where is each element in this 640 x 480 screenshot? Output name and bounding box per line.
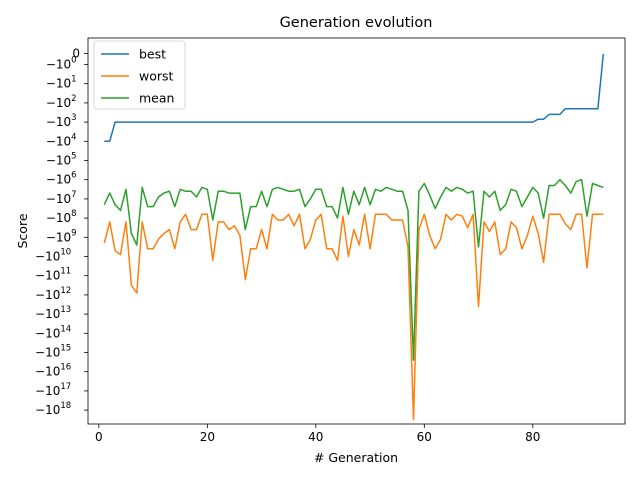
y-tick-label: −104 [46,132,77,148]
y-tick-label: −1016 [35,363,71,379]
series-line-mean [103,178,604,361]
y-tick-label: −100 [46,56,77,72]
y-tick-label: −1011 [35,267,71,283]
x-tick-label: 0 [95,430,103,444]
y-tick-label: −103 [46,113,77,129]
y-tick-label: −105 [46,152,77,168]
legend-label-worst: worst [139,69,174,84]
legend-label-mean: mean [139,91,174,106]
legend-box [93,40,186,110]
x-tick-label: 60 [417,430,432,444]
legend: best worst mean [93,40,186,110]
y-tick-label: 0 [72,47,80,61]
x-tick-label: 20 [200,430,215,444]
series-line-worst [103,213,604,421]
y-tick-label: −1012 [35,286,71,302]
y-tick-label: −108 [46,209,77,225]
y-tick-label: −107 [46,190,77,206]
x-axis-ticks: 0 20 40 60 80 [95,424,540,444]
y-tick-label: −101 [46,75,77,91]
x-tick-label: 40 [308,430,323,444]
y-tick-label: −1017 [35,382,71,398]
series-line-best [104,53,605,143]
y-tick-label: −106 [46,171,77,187]
x-tick-label: 80 [525,430,540,444]
y-tick-label: −1015 [35,344,71,360]
y-axis-label: Score [15,213,30,248]
series-lines [103,53,605,421]
legend-label-best: best [139,47,166,62]
y-tick-label: −1013 [35,305,71,321]
y-tick-label: −1018 [35,401,71,417]
chart-title: Generation evolution [280,15,433,31]
y-tick-label: −109 [46,228,77,244]
x-axis-label: # Generation [314,450,398,465]
y-tick-label: −1010 [35,248,71,264]
y-axis-ticks: 0−100 −101 −102 −103 −104 −105 −106 −107 −108 −10… [35,47,88,417]
y-tick-label: −1014 [35,324,71,340]
y-tick-label: −102 [46,94,77,110]
